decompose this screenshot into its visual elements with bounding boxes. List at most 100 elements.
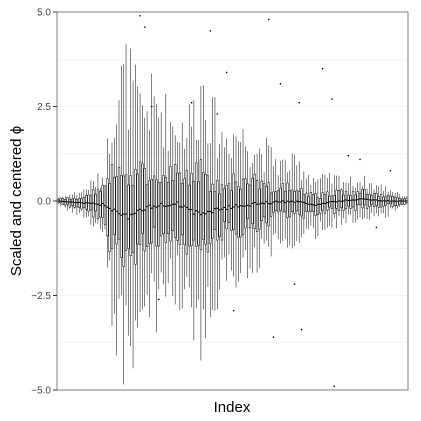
box-body (178, 172, 181, 245)
box-body (330, 195, 334, 209)
box-53 (181, 122, 184, 309)
box-145 (396, 191, 399, 209)
box-body (349, 195, 352, 209)
box-83 (251, 162, 254, 273)
box-body (251, 178, 254, 224)
box-body (199, 159, 203, 250)
box-body (82, 197, 86, 208)
box-body (206, 175, 210, 253)
box-body (110, 164, 114, 249)
box-99 (288, 170, 291, 246)
box-55 (185, 138, 188, 277)
box-body (148, 180, 151, 244)
box-14 (89, 180, 93, 225)
box-66 (211, 97, 214, 310)
box-22 (108, 153, 111, 261)
box-body (286, 182, 289, 218)
box-94 (277, 175, 280, 240)
outlier-point (389, 169, 392, 172)
box-17 (96, 173, 100, 224)
box-body (115, 176, 118, 245)
box-130 (361, 186, 364, 220)
box-body (246, 183, 249, 219)
box-54 (183, 148, 186, 290)
box-11 (82, 189, 86, 218)
box-73 (227, 153, 231, 255)
box-112 (319, 178, 322, 222)
y-axis-title: Scaled and centered ϕ (8, 126, 25, 276)
box-120 (337, 175, 341, 217)
box-140 (384, 186, 387, 218)
box-25 (115, 124, 118, 356)
box-34 (136, 86, 139, 328)
box-body (211, 183, 214, 239)
box-126 (351, 185, 355, 223)
box-body (333, 195, 336, 214)
box-48 (169, 121, 172, 259)
box-91 (269, 147, 273, 257)
y-tick-label: −5.0 (31, 386, 51, 397)
box-body (227, 183, 231, 223)
box-64 (206, 143, 210, 287)
box-body (129, 175, 132, 256)
box-body (80, 198, 83, 210)
box-128 (356, 182, 359, 220)
outlier-point (232, 309, 235, 312)
box-body (269, 192, 273, 217)
box-57 (190, 126, 193, 308)
box-58 (192, 99, 196, 341)
box-body (152, 175, 156, 228)
box-series (57, 43, 408, 385)
outlier-point (272, 336, 275, 338)
outlier-point (321, 67, 324, 70)
box-body (103, 185, 107, 225)
outlier-point (150, 105, 153, 108)
box-body (183, 178, 186, 246)
box-body (185, 170, 188, 255)
box-body (120, 174, 123, 258)
box-92 (272, 166, 275, 235)
box-109 (312, 178, 315, 229)
box-124 (347, 183, 350, 215)
box-body (316, 197, 320, 215)
box-90 (267, 145, 270, 247)
box-body (141, 163, 144, 234)
box-13 (87, 190, 90, 217)
outlier-point (216, 113, 219, 115)
box-80 (244, 146, 247, 251)
box-body (157, 182, 160, 247)
box-body (216, 180, 219, 241)
box-body (155, 179, 158, 247)
box-84 (253, 154, 256, 248)
box-body (342, 194, 345, 211)
box-59 (195, 139, 198, 309)
outlier-point (143, 26, 146, 28)
outlier-point (225, 71, 228, 74)
box-33 (134, 64, 137, 321)
box-137 (377, 186, 380, 217)
box-119 (335, 175, 338, 229)
box-21 (106, 138, 109, 268)
box-body (192, 181, 196, 241)
box-body (321, 192, 324, 211)
box-body (94, 193, 97, 212)
box-102 (295, 165, 298, 241)
outlier-point (359, 158, 361, 161)
box-body (389, 195, 392, 205)
box-body (363, 189, 366, 206)
box-body (302, 194, 305, 219)
box-body (127, 184, 130, 249)
box-117 (330, 183, 334, 228)
box-45 (162, 147, 165, 285)
box-body (218, 193, 221, 237)
box-146 (398, 194, 401, 208)
box-136 (375, 185, 378, 214)
box-87 (260, 154, 263, 239)
box-97 (284, 159, 287, 239)
box-body (204, 173, 207, 245)
box-body (64, 199, 67, 206)
box-body (262, 183, 266, 218)
outlier-point (375, 226, 378, 229)
box-101 (293, 154, 296, 247)
box-body (150, 178, 153, 244)
